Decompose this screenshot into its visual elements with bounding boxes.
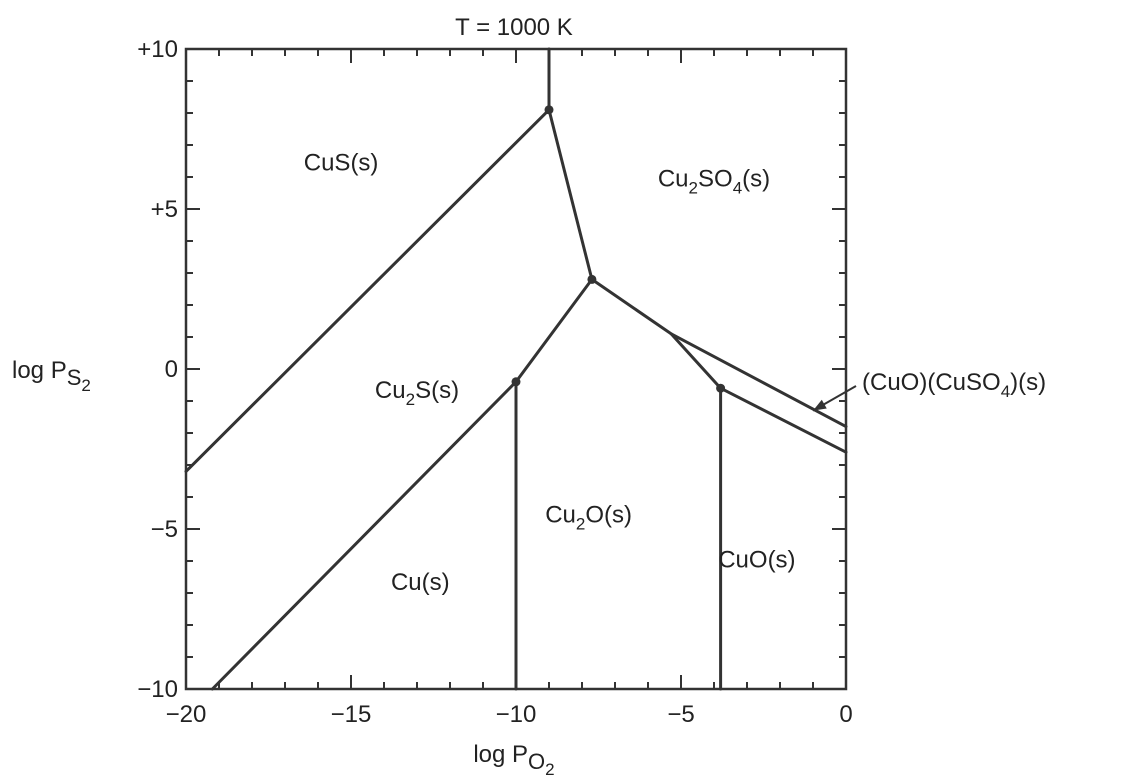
y-tick-label: +10 — [137, 36, 178, 63]
callout-part-1: 4 — [1001, 382, 1010, 401]
triple-point — [587, 274, 597, 284]
y-axis-label-sub: S — [67, 365, 82, 390]
y-tick-labels: +10 +5 0 −5 −10 — [137, 36, 178, 703]
region-cu2o-part-0: Cu — [545, 502, 576, 529]
y-tick-label: 0 — [165, 356, 178, 383]
region-cu2so4-part-3: 4 — [733, 179, 742, 198]
region-cu2o-label: Cu2O(s) — [545, 502, 632, 534]
x-tick-label: −5 — [667, 701, 694, 728]
triple-point — [511, 377, 521, 387]
region-cu2o-part-1: 2 — [576, 515, 585, 534]
boundary-cu2o-cu2s — [590, 277, 723, 390]
region-cuo-label: CuO(s) — [718, 546, 795, 573]
region-cu2so4-part-4: (s) — [742, 166, 770, 193]
y-axis-label: log PS2 — [12, 357, 91, 395]
triple-points — [511, 105, 726, 393]
y-tick-label: −10 — [137, 676, 178, 703]
y-axis-label-main: log P — [12, 357, 67, 384]
triple-point — [716, 383, 726, 393]
region-labels: CuS(s)Cu2SO4(s)Cu2S(s)Cu2O(s)Cu(s)CuO(s) — [304, 150, 796, 596]
boundary-cus-cu2s — [184, 108, 551, 473]
x-tick-label: 0 — [839, 701, 852, 728]
region-cu2s-part-0: Cu — [375, 377, 406, 404]
callout-part-2: )(s) — [1010, 369, 1046, 396]
region-cu-label: Cu(s) — [391, 569, 450, 596]
region-cu2s-part-2: S(s) — [415, 377, 459, 404]
region-cu-part-0: Cu(s) — [391, 569, 450, 596]
region-cu2so4-part-1: 2 — [689, 179, 698, 198]
region-cu2so4-label: Cu2SO4(s) — [658, 166, 770, 198]
region-cu2s-part-1: 2 — [406, 390, 415, 409]
chart-title: T = 1000 K — [455, 14, 573, 41]
x-axis-label: log PO2 — [473, 741, 554, 776]
region-cu2o-part-2: O(s) — [585, 502, 632, 529]
y-tick-label: −5 — [151, 516, 178, 543]
boundary-cuo-cuocuso4 — [719, 386, 848, 454]
triple-point — [544, 105, 554, 115]
boundary-cu2s-cu2so4 — [547, 108, 594, 281]
y-tick-label: +5 — [151, 196, 178, 223]
region-cu2so4-part-0: Cu — [658, 166, 689, 193]
boundary-cu-cu2s — [210, 277, 594, 691]
boundary-cuocuso4-cu2so4 — [669, 332, 848, 429]
phase-boundaries — [184, 47, 848, 691]
region-cu2s-label: Cu2S(s) — [375, 377, 459, 409]
callout: (CuO)(CuSO4)(s) — [812, 369, 1046, 412]
x-axis-label-sub: O — [528, 749, 545, 774]
callout-part-0: (CuO)(CuSO — [862, 369, 1001, 396]
callout-arrowhead — [813, 399, 827, 411]
major-ticks — [185, 48, 847, 690]
region-cus-part-0: CuS(s) — [304, 150, 379, 177]
x-tick-labels: −20 −15 −10 −5 0 — [166, 701, 853, 728]
x-tick-label: −15 — [331, 701, 372, 728]
x-axis-label-subsub: 2 — [545, 760, 554, 776]
y-axis-label-subsub: 2 — [81, 376, 90, 395]
x-axis-label-main: log P — [473, 741, 528, 768]
x-tick-label: −20 — [166, 701, 207, 728]
x-tick-label: −10 — [496, 701, 537, 728]
callout-label: (CuO)(CuSO4)(s) — [862, 369, 1046, 401]
region-cus-label: CuS(s) — [304, 150, 379, 177]
region-cu2so4-part-2: SO — [698, 166, 733, 193]
region-cuo-part-0: CuO(s) — [718, 546, 795, 573]
